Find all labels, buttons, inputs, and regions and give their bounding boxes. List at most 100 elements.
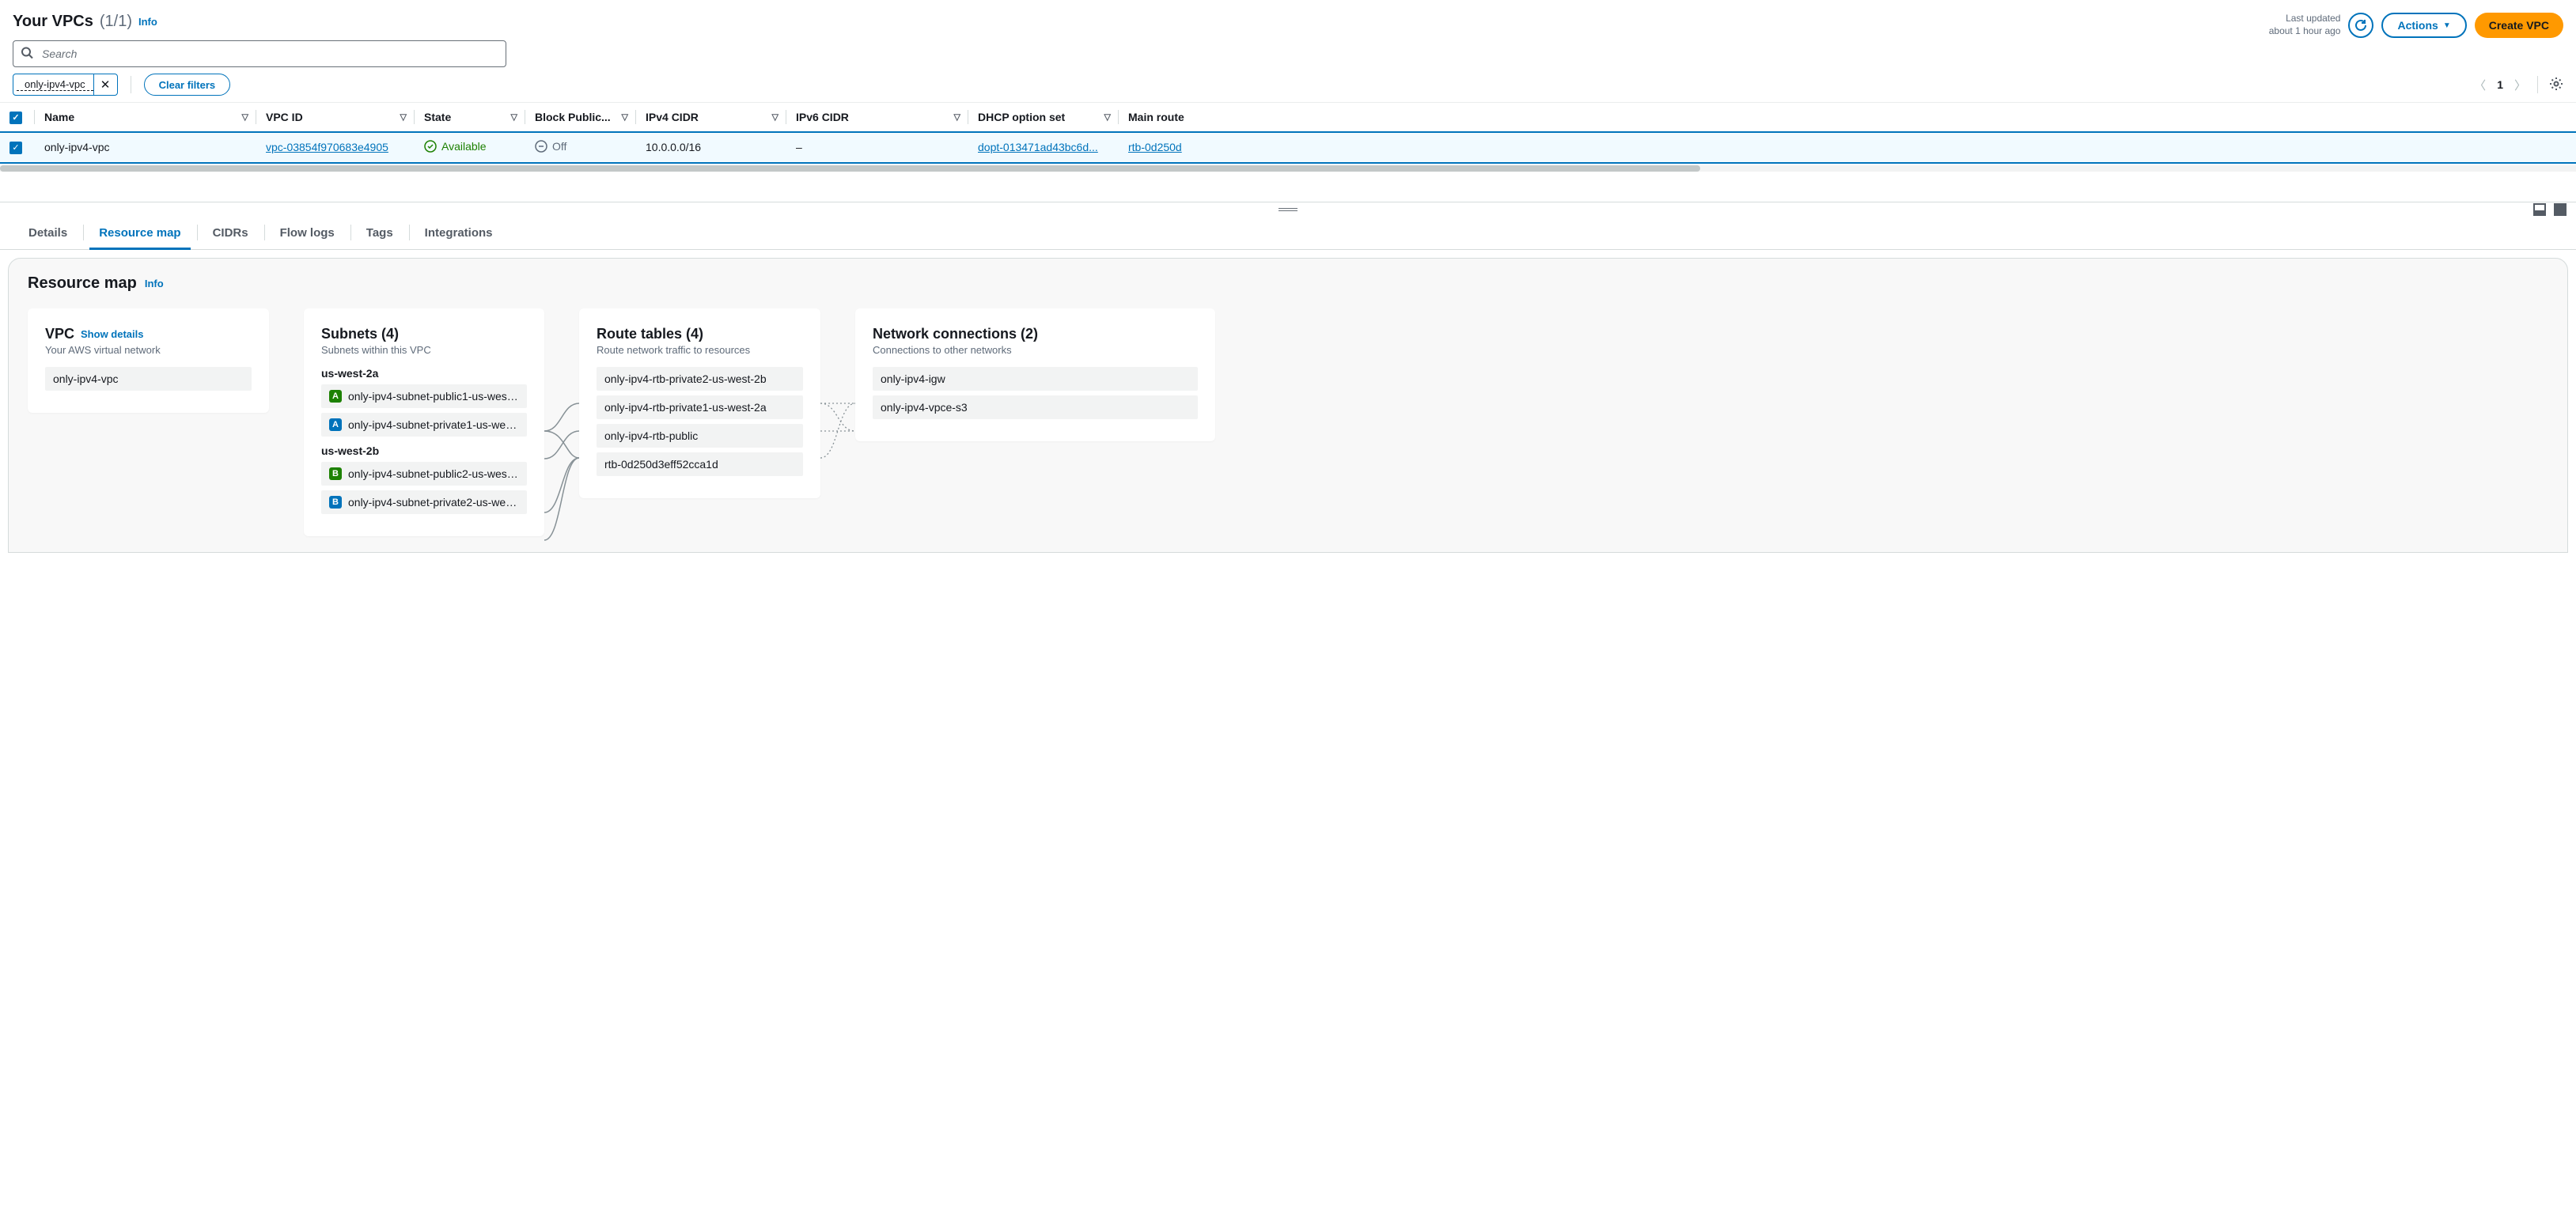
resource-item-label: only-ipv4-subnet-public1-us-west... bbox=[348, 390, 519, 403]
network-connections-card-subtitle: Connections to other networks bbox=[873, 344, 1198, 356]
route-tables-card-subtitle: Route network traffic to resources bbox=[597, 344, 803, 356]
page-prev-icon: 〈 bbox=[2474, 77, 2486, 93]
resource-map-panel: Resource map Info VPC Show details Your bbox=[8, 258, 2568, 553]
resource-item-label: only-ipv4-rtb-private1-us-west-2a bbox=[604, 401, 767, 414]
route-tables-card-title: Route tables (4) bbox=[597, 326, 803, 342]
tab-resource-map[interactable]: Resource map bbox=[83, 217, 196, 249]
tab-flow-logs[interactable]: Flow logs bbox=[264, 217, 350, 249]
column-dhcp[interactable]: DHCP option set▽ bbox=[968, 103, 1119, 132]
resource-item[interactable]: only-ipv4-vpc bbox=[45, 367, 252, 391]
title-info-link[interactable]: Info bbox=[138, 16, 157, 28]
column-ipv6[interactable]: IPv6 CIDR ▽ bbox=[786, 103, 968, 132]
status-text: Available bbox=[441, 140, 487, 153]
resource-item[interactable]: Aonly-ipv4-subnet-public1-us-west... bbox=[321, 384, 527, 408]
cell-main-route-link[interactable]: rtb-0d250d bbox=[1128, 141, 1182, 153]
column-label: Block Public... bbox=[535, 111, 611, 123]
tab-tags[interactable]: Tags bbox=[350, 217, 409, 249]
resource-item[interactable]: Aonly-ipv4-subnet-private1-us-wes... bbox=[321, 413, 527, 437]
column-vpc-id[interactable]: VPC ID▽ bbox=[256, 103, 415, 132]
resource-item[interactable]: rtb-0d250d3eff52cca1d bbox=[597, 452, 803, 476]
filter-chip-remove[interactable]: ✕ bbox=[93, 74, 117, 95]
resource-item-label: only-ipv4-vpce-s3 bbox=[881, 401, 968, 414]
column-ipv4[interactable]: IPv4 CIDR▽ bbox=[636, 103, 786, 132]
vpc-show-details-link[interactable]: Show details bbox=[81, 328, 143, 340]
resource-item[interactable]: only-ipv4-vpce-s3 bbox=[873, 395, 1198, 419]
last-updated-value: about 1 hour ago bbox=[2269, 25, 2341, 38]
cell-vpc-id-link[interactable]: vpc-03854f970683e4905 bbox=[266, 141, 388, 153]
resource-item[interactable]: only-ipv4-rtb-public bbox=[597, 424, 803, 448]
filter-chip[interactable]: only-ipv4-vpc ✕ bbox=[13, 74, 118, 96]
az-label: us-west-2a bbox=[321, 367, 527, 380]
column-label: IPv4 CIDR bbox=[646, 111, 699, 123]
subnets-card: Subnets (4) Subnets within this VPC us-w… bbox=[304, 308, 544, 536]
vpc-card-subtitle: Your AWS virtual network bbox=[45, 344, 252, 356]
resource-item[interactable]: Bonly-ipv4-subnet-private2-us-wes... bbox=[321, 490, 527, 514]
az-label: us-west-2b bbox=[321, 444, 527, 457]
status-badge: Available bbox=[424, 140, 487, 153]
panel-full-icon[interactable] bbox=[2554, 203, 2567, 216]
column-label: State bbox=[424, 111, 451, 123]
column-state[interactable]: State ▽ bbox=[415, 103, 525, 132]
vpc-card: VPC Show details Your AWS virtual networ… bbox=[28, 308, 269, 413]
sort-icon: ▽ bbox=[1104, 112, 1111, 122]
column-label: IPv6 CIDR bbox=[796, 111, 849, 123]
column-main-route[interactable]: Main route bbox=[1119, 103, 2576, 132]
network-connections-card-title: Network connections (2) bbox=[873, 326, 1198, 342]
resource-item-label: only-ipv4-subnet-public2-us-west... bbox=[348, 467, 519, 480]
refresh-button[interactable] bbox=[2348, 13, 2373, 38]
page-title-count: (1/1) bbox=[100, 13, 132, 31]
resource-item[interactable]: only-ipv4-igw bbox=[873, 367, 1198, 391]
az-badge: B bbox=[329, 496, 342, 509]
sort-icon: ▽ bbox=[954, 112, 960, 122]
status-text: Off bbox=[552, 140, 566, 153]
tab-cidrs[interactable]: CIDRs bbox=[197, 217, 264, 249]
row-checkbox[interactable]: ✓ bbox=[9, 142, 22, 154]
last-updated: Last updated about 1 hour ago bbox=[2269, 13, 2341, 37]
resource-map-info-link[interactable]: Info bbox=[145, 278, 164, 289]
page-number: 1 bbox=[2497, 78, 2503, 91]
column-block-public[interactable]: Block Public... ▽ bbox=[525, 103, 636, 132]
checkbox-icon: ✓ bbox=[9, 112, 22, 124]
tab-details[interactable]: Details bbox=[13, 217, 83, 249]
resource-item-label: only-ipv4-igw bbox=[881, 372, 945, 385]
az-badge: A bbox=[329, 418, 342, 431]
detail-tabs: Details Resource map CIDRs Flow logs Tag… bbox=[0, 217, 2576, 250]
search-input[interactable] bbox=[13, 40, 506, 67]
vpc-table: ✓ Name▽ VPC ID▽ State▽ Block Public...▽ … bbox=[0, 102, 2576, 172]
settings-icon[interactable] bbox=[2549, 77, 2563, 93]
resource-item-label: only-ipv4-rtb-private2-us-west-2b bbox=[604, 372, 767, 385]
resource-item[interactable]: Bonly-ipv4-subnet-public2-us-west... bbox=[321, 462, 527, 486]
sort-icon: ▽ bbox=[622, 112, 628, 122]
cell-dhcp-link[interactable]: dopt-013471ad43bc6d... bbox=[978, 141, 1098, 153]
network-connections-card: Network connections (2) Connections to o… bbox=[855, 308, 1215, 441]
clear-filters-button[interactable]: Clear filters bbox=[144, 74, 231, 96]
last-updated-label: Last updated bbox=[2269, 13, 2341, 25]
filter-chip-label: only-ipv4-vpc bbox=[17, 78, 93, 91]
divider bbox=[2537, 76, 2538, 93]
sort-icon: ▽ bbox=[242, 112, 248, 122]
column-label: Name bbox=[44, 111, 74, 123]
column-name[interactable]: Name ▽ bbox=[35, 103, 256, 132]
column-select-all[interactable]: ✓ bbox=[0, 103, 35, 132]
status-badge: Off bbox=[535, 140, 566, 153]
horizontal-scrollbar[interactable] bbox=[0, 165, 2576, 172]
resource-item[interactable]: only-ipv4-rtb-private1-us-west-2a bbox=[597, 395, 803, 419]
table-row[interactable]: ✓ only-ipv4-vpc vpc-03854f970683e4905 Av… bbox=[0, 132, 2576, 163]
az-badge: B bbox=[329, 467, 342, 480]
resize-handle[interactable] bbox=[1279, 206, 1297, 213]
column-label: VPC ID bbox=[266, 111, 303, 123]
scrollbar-thumb[interactable] bbox=[0, 165, 1700, 172]
cell-name: only-ipv4-vpc bbox=[35, 132, 256, 163]
az-badge: A bbox=[329, 390, 342, 403]
vpc-card-title: VPC bbox=[45, 326, 74, 342]
resource-item-label: only-ipv4-rtb-public bbox=[604, 429, 698, 442]
resource-item-label: rtb-0d250d3eff52cca1d bbox=[604, 458, 718, 471]
cell-ipv6: – bbox=[786, 132, 968, 163]
panel-half-icon[interactable] bbox=[2533, 203, 2546, 216]
tab-integrations[interactable]: Integrations bbox=[409, 217, 509, 249]
actions-button[interactable]: Actions ▼ bbox=[2381, 13, 2466, 38]
resource-item-label: only-ipv4-vpc bbox=[53, 372, 118, 385]
resource-item[interactable]: only-ipv4-rtb-private2-us-west-2b bbox=[597, 367, 803, 391]
sort-icon: ▽ bbox=[511, 112, 517, 122]
create-vpc-button[interactable]: Create VPC bbox=[2475, 13, 2563, 38]
